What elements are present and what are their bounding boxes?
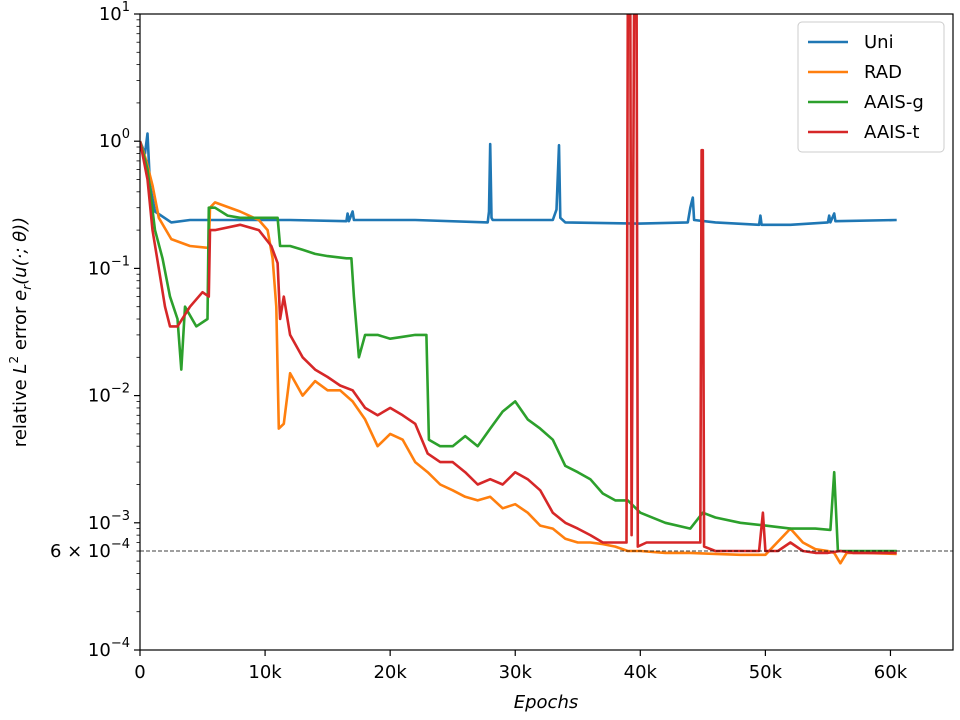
x-tick-label: 60k (874, 662, 908, 683)
legend-label-aais-g: AAIS-g (864, 92, 924, 113)
legend: Uni RAD AAIS-g AAIS-t (797, 21, 945, 153)
y-axis: 10−4 10−3 10−2 10−1 100 101 6 × 10−4 (50, 0, 140, 661)
x-tick-label: 0 (134, 662, 145, 683)
y-axis-label-sup: 2 (7, 356, 21, 364)
series-line-uni (140, 132, 897, 227)
y-axis-label-sub: r (20, 284, 34, 290)
x-tick-label: 30k (499, 662, 533, 683)
y-tick-label: 10−1 (88, 254, 130, 279)
legend-label-aais-t: AAIS-t (864, 122, 919, 143)
y-tick-label: 10−3 (88, 509, 130, 534)
y-tick-label: 100 (99, 127, 130, 152)
y-axis-label-prefix: relative (10, 374, 31, 448)
x-axis-label: Epochs (514, 692, 579, 713)
y-axis-label-tail: (u(·; θ)) (10, 217, 31, 285)
x-axis: 0 10k 20k 30k 40k 50k 60k (134, 650, 908, 683)
series-layer (140, 14, 897, 565)
legend-box (797, 21, 945, 153)
y-axis-label-e: e (10, 290, 31, 301)
y-axis-label-error: error (10, 301, 31, 356)
y-axis-label: relative L2 error er(u(·; θ)) (7, 217, 34, 447)
y-tick-label: 10−2 (88, 382, 130, 407)
x-tick-label: 40k (624, 662, 658, 683)
x-tick-label: 50k (749, 662, 783, 683)
y-tick-label: 10−4 (88, 636, 130, 661)
x-tick-label: 10k (248, 662, 282, 683)
legend-label-rad: RAD (864, 62, 902, 83)
plot-frame (139, 13, 954, 651)
y-axis-label-L: L (10, 364, 31, 374)
legend-label-uni: Uni (864, 32, 894, 53)
y-tick-label: 101 (99, 0, 130, 25)
reference-line-label: 6 × 10−4 (50, 537, 130, 562)
x-tick-label: 20k (373, 662, 407, 683)
series-line-aais-g (140, 140, 897, 553)
